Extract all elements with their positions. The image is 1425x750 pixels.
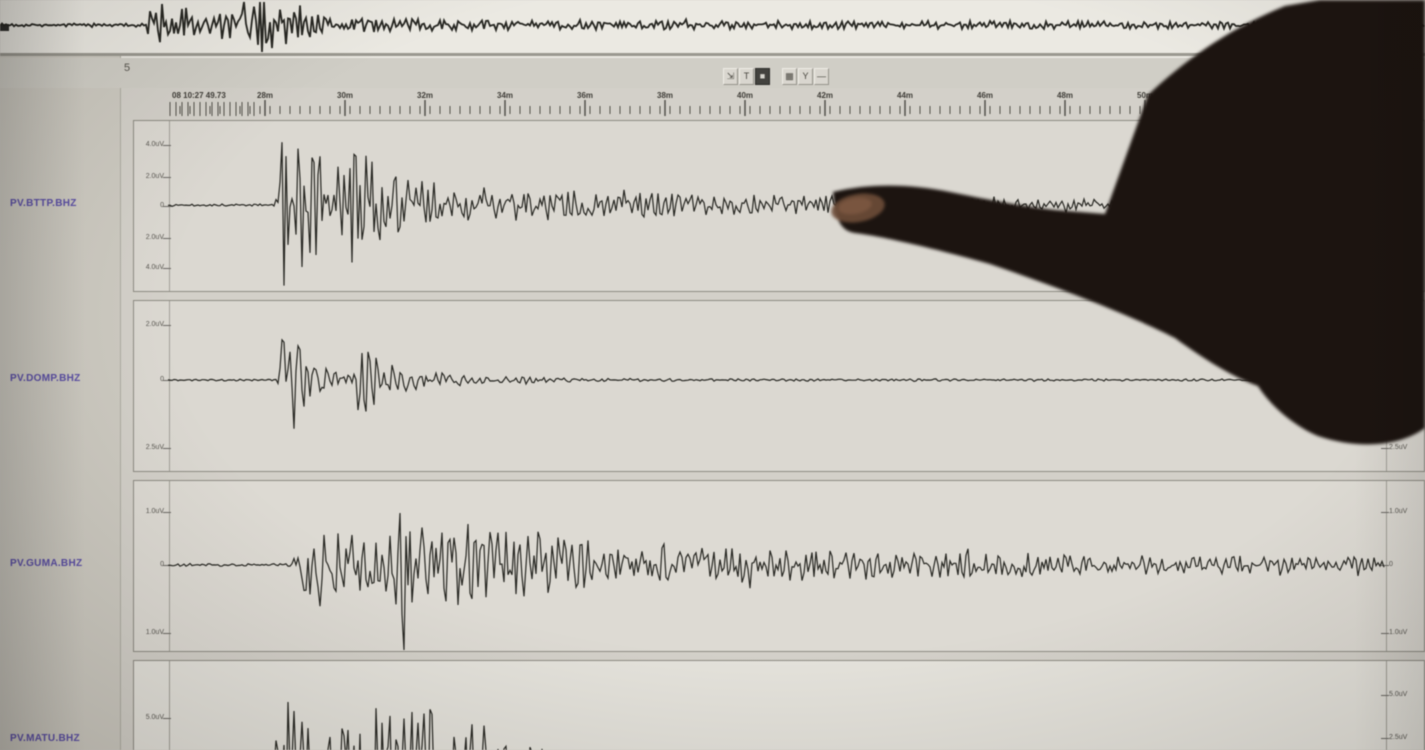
ruler-label: 46m <box>977 91 993 100</box>
scale-tick <box>163 565 171 566</box>
channel-label-column <box>0 56 121 750</box>
ruler-label: 44m <box>897 91 913 100</box>
panel-separator <box>0 53 1425 56</box>
panel-bevel <box>0 56 1425 58</box>
toolbar-group-left: ⇲ T ■ <box>723 68 770 85</box>
ruler-label: 50m <box>1137 91 1153 100</box>
ruler-label: 28m <box>257 91 273 100</box>
scale-tick <box>163 380 171 381</box>
toolbar: ⇲ T ■ ▦ Y — <box>723 68 829 85</box>
scale-tick <box>1381 565 1389 566</box>
scale-tick <box>163 206 171 207</box>
scale-label: 0 <box>134 376 164 383</box>
hand-silhouette <box>833 0 1425 445</box>
scale-tick <box>1381 512 1389 513</box>
channel-label[interactable]: PV.DOMP.BHZ <box>10 373 81 384</box>
scale-label: 4.0uV <box>145 264 164 271</box>
scale-tick <box>163 448 171 449</box>
scale-label: 0 <box>134 561 164 568</box>
scale-label: 0 <box>1389 561 1393 568</box>
text-tool-button[interactable]: T <box>739 68 754 85</box>
scale-tick <box>1381 738 1389 739</box>
scale-tick <box>163 145 171 146</box>
scale-label: 5.0uV <box>1389 691 1408 698</box>
scale-tick <box>163 512 171 513</box>
scale-tick <box>163 177 171 178</box>
scale-tick <box>163 718 171 719</box>
channel-label[interactable]: PV.BTTP.BHZ <box>10 198 77 209</box>
previous-row-trace <box>0 1 1425 53</box>
scale-label: 0 <box>134 202 164 209</box>
marker-tool-button[interactable]: ■ <box>755 68 770 85</box>
scale-tick <box>163 268 171 269</box>
channel-label[interactable]: PV.MATU.BHZ <box>10 733 80 744</box>
select-tool-button[interactable]: ⇲ <box>723 68 738 85</box>
scale-tick <box>163 325 171 326</box>
scale-label: 2.0uV <box>145 321 164 328</box>
scale-divider <box>169 301 170 471</box>
ruler-label: 40m <box>737 91 753 100</box>
scale-tick <box>1381 633 1389 634</box>
scale-divider <box>1386 661 1387 750</box>
scale-tick <box>163 238 171 239</box>
toolbar-group-right: ▦ Y — <box>782 68 829 85</box>
scale-label: 2.5uV <box>1389 734 1408 741</box>
scale-divider <box>169 661 170 750</box>
ruler-label: 42m <box>817 91 833 100</box>
scale-label: 1.0uV <box>145 508 164 515</box>
scale-label: 2.0uV <box>145 234 164 241</box>
ruler-label: 38m <box>657 91 673 100</box>
minimize-button[interactable]: — <box>814 68 829 85</box>
scale-divider <box>169 481 170 651</box>
trace-PV.GUMA.BHZ <box>167 512 1385 651</box>
scale-label: 2.5uV <box>1389 444 1408 451</box>
scale-label: 2.5uV <box>145 444 164 451</box>
scale-divider <box>1386 481 1387 651</box>
grid-view-button[interactable]: ▦ <box>782 68 797 85</box>
scale-label: 1.0uV <box>1389 508 1408 515</box>
y-scale-button[interactable]: Y <box>798 68 813 85</box>
strip-edge-mark <box>0 24 9 31</box>
fingernail-highlight <box>838 197 872 215</box>
scale-tick <box>1381 695 1389 696</box>
ruler-label: 30m <box>337 91 353 100</box>
ruler-label: 32m <box>417 91 433 100</box>
scale-label: 1.0uV <box>145 629 164 636</box>
scale-label: 1.0uV <box>1389 629 1408 636</box>
ruler-label: 34m <box>497 91 513 100</box>
mouse-cursor-mark: 5 <box>124 62 131 74</box>
ruler-label: 48m <box>1057 91 1073 100</box>
scale-label: 2.0uV <box>145 173 164 180</box>
channel-label[interactable]: PV.GUMA.BHZ <box>10 558 83 569</box>
ruler-label: 08 10:27 49.73 <box>172 91 226 100</box>
scale-tick <box>163 633 171 634</box>
trace-PV.DOMP.BHZ <box>167 338 1385 429</box>
scale-label: 4.0uV <box>145 141 164 148</box>
scale-label: 5.0uV <box>145 714 164 721</box>
scale-tick <box>1381 448 1389 449</box>
ruler-label: 36m <box>577 91 593 100</box>
